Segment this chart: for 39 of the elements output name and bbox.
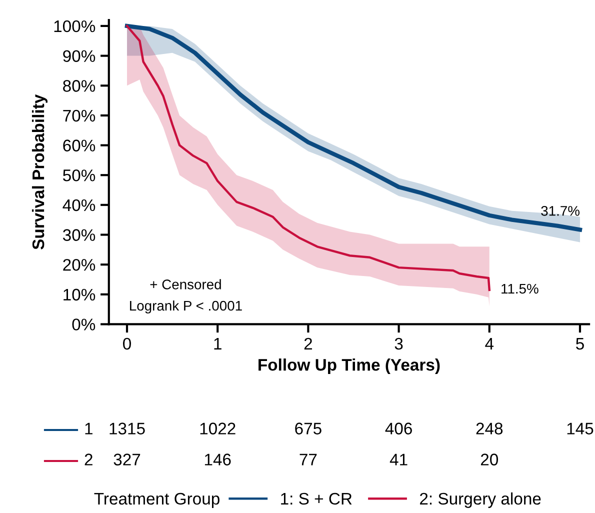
legend-title: Treatment Group — [94, 492, 220, 508]
text: 145 — [567, 422, 594, 434]
x-tick-label: 0 — [123, 338, 131, 350]
annotation: + Censored — [150, 279, 221, 290]
x-tick-label: 2 — [304, 338, 312, 350]
x-axis-title: Follow Up Time (Years) — [258, 358, 440, 374]
x-tick-label: 1 — [214, 338, 222, 350]
y-axis-title: Survival Probability — [32, 94, 48, 250]
y-tick-label: 10% — [64, 288, 96, 301]
y-tick-label: 40% — [62, 199, 96, 212]
x-tick-label: 3 — [394, 338, 403, 350]
y-tick-label: 20% — [63, 258, 96, 271]
text: 327 — [114, 454, 140, 466]
y-tick-label: 0% — [72, 318, 96, 330]
text: 2 — [84, 454, 92, 466]
text: 248 — [476, 422, 503, 434]
annotation: 11.5% — [502, 284, 538, 294]
text: 146 — [204, 454, 231, 466]
x-tick-label: 5 — [576, 338, 584, 350]
annotation: Logrank P < .0001 — [130, 300, 242, 314]
y-tick-label: 60% — [63, 140, 96, 152]
y-tick-label: 50% — [63, 169, 96, 182]
legend-label: 1: S + CR — [281, 492, 352, 505]
text: 1315 — [110, 422, 145, 434]
text: 20 — [480, 454, 498, 466]
legend-label: 2: Surgery alone — [420, 492, 541, 508]
text: 77 — [300, 454, 317, 466]
annotation: 31.7% — [541, 206, 580, 216]
y-tick-label: 100% — [54, 20, 96, 32]
text: 675 — [295, 422, 322, 434]
y-tick-label: 30% — [62, 229, 96, 241]
y-tick-label: 90% — [63, 50, 96, 62]
y-tick-label: 80% — [63, 80, 96, 92]
text: 1022 — [200, 422, 236, 434]
y-tick-label: 70% — [63, 110, 96, 122]
text: 1 — [85, 422, 92, 434]
text: 406 — [385, 422, 412, 434]
x-tick-label: 4 — [485, 338, 494, 350]
text: 41 — [390, 454, 408, 466]
